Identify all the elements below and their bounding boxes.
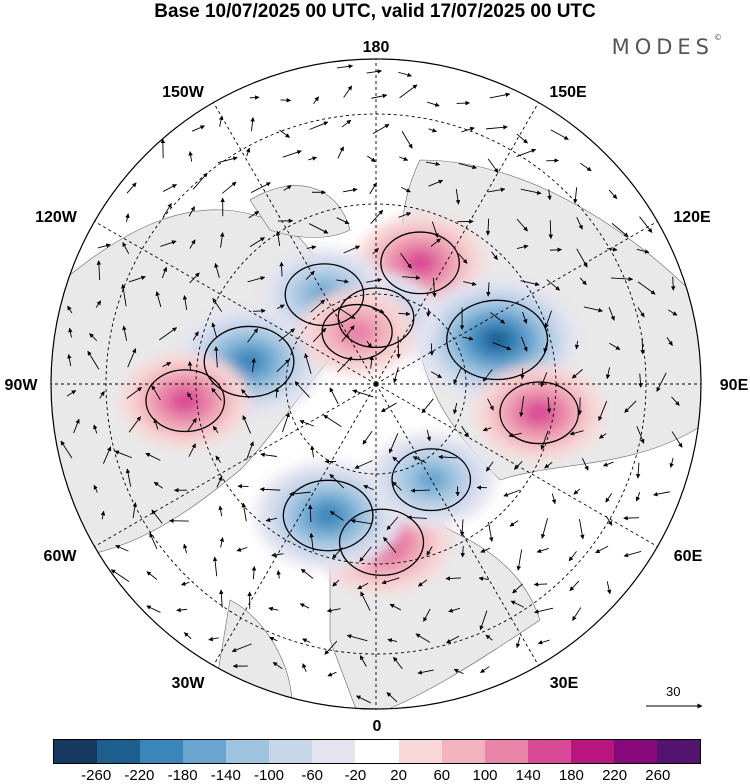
reference-vector: 30: [640, 684, 710, 714]
colorbar: [53, 739, 701, 764]
colorbar-tick-label: 220: [602, 767, 627, 784]
colorbar-tick-label: -60: [301, 767, 323, 784]
negative-anomaly: [483, 330, 511, 350]
wind-vector: [673, 277, 674, 291]
positive-anomaly: [404, 251, 436, 275]
colorbar-tick-label: -260: [81, 767, 111, 784]
lon-label-30e: 30E: [550, 675, 579, 692]
wind-vector: [280, 100, 290, 101]
colorbar-tick-label: 140: [516, 767, 541, 784]
colorbar-ticks: -260 -220 -180 -140 -100 -60 -20 20 60 100 140 180 2…: [0, 767, 750, 783]
colorbar-tick-label: -180: [168, 767, 198, 784]
colorbar-tick-label: 60: [433, 767, 450, 784]
colorbar-swatch: [54, 740, 97, 763]
colorbar-swatch: [183, 740, 226, 763]
wind-vector: [253, 311, 265, 312]
colorbar-swatch: [442, 740, 485, 763]
colorbar-tick-label: 260: [645, 767, 670, 784]
negative-anomaly: [234, 351, 263, 373]
lon-label-180: 180: [363, 39, 390, 56]
lon-label-150e: 150E: [549, 84, 587, 101]
wind-vector: [522, 368, 523, 379]
colorbar-tick-label: -140: [211, 767, 241, 784]
positive-anomaly: [523, 401, 555, 425]
colorbar-swatch: [614, 740, 657, 763]
lon-label-30w: 30W: [172, 675, 206, 692]
colorbar-swatch: [528, 740, 571, 763]
colorbar-swatch: [657, 740, 700, 763]
lon-label-150w: 150W: [162, 84, 205, 101]
colorbar-swatch: [140, 740, 183, 763]
colorbar-swatch: [355, 740, 398, 763]
colorbar-swatch: [399, 740, 442, 763]
colorbar-tick-label: 180: [559, 767, 584, 784]
colorbar-tick-label: -220: [124, 767, 154, 784]
lon-label-120e: 120E: [673, 209, 711, 226]
lon-label-60e: 60E: [674, 548, 703, 565]
lon-label-120w: 120W: [35, 209, 78, 226]
wind-vector: [411, 490, 430, 491]
colorbar-tick-label: -20: [345, 767, 367, 784]
negative-anomaly: [313, 505, 342, 527]
lon-label-90w: 90W: [5, 377, 39, 394]
colorbar-tick-label: 100: [472, 767, 497, 784]
colorbar-tick-label: -100: [254, 767, 284, 784]
colorbar-swatch: [571, 740, 614, 763]
wind-vector: [624, 518, 639, 519]
colorbar-tick-label: 20: [390, 767, 407, 784]
colorbar-swatch: [312, 740, 355, 763]
colorbar-swatch: [226, 740, 269, 763]
colorbar-swatch: [269, 740, 312, 763]
polar-map: 180 150W 150E 120W 120E 90W 90E 60W 60E …: [0, 0, 750, 735]
colorbar-swatch: [485, 740, 528, 763]
colorbar-swatch: [97, 740, 140, 763]
lon-label-90e: 90E: [720, 377, 749, 394]
lon-label-60w: 60W: [44, 548, 78, 565]
lon-label-0: 0: [373, 718, 382, 735]
